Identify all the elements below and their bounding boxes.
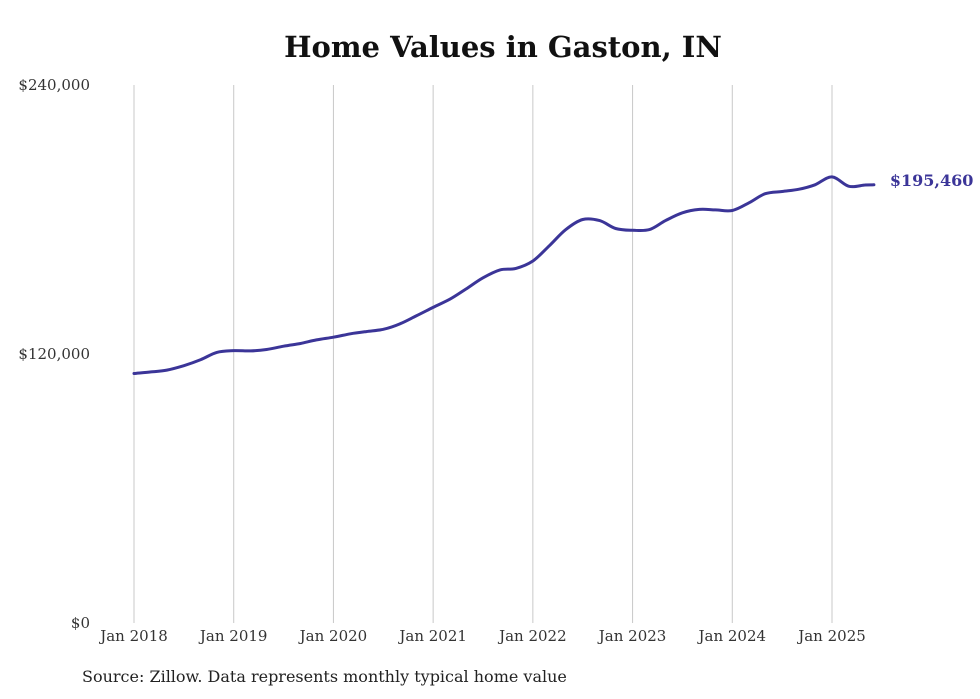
x-tick-label: Jan 2020 — [298, 627, 368, 645]
y-tick-label: $240,000 — [18, 76, 90, 94]
axes: Jan 2018 Jan 2019 Jan 2020 Jan 2021 Jan 2022… — [18, 76, 865, 645]
series-layer: $195,460 — [132, 171, 974, 375]
x-tick-label: Jan 2025 — [796, 627, 866, 645]
x-tick-label: Jan 2021 — [397, 627, 467, 645]
x-tick-label: Jan 2019 — [198, 627, 268, 645]
x-tick-label: Jan 2022 — [497, 627, 567, 645]
x-tick-label: Jan 2018 — [98, 627, 168, 645]
gridlines — [133, 85, 833, 623]
y-tick-label: $120,000 — [18, 345, 90, 363]
x-tick-label: Jan 2024 — [697, 627, 767, 645]
series-line — [132, 175, 876, 375]
chart-title: Home Values in Gaston, IN — [284, 30, 722, 64]
source-note: Source: Zillow. Data represents monthly … — [82, 667, 567, 686]
y-tick-label: $0 — [71, 614, 90, 632]
x-tick-label: Jan 2023 — [597, 627, 667, 645]
end-value-label: $195,460 — [890, 171, 974, 190]
